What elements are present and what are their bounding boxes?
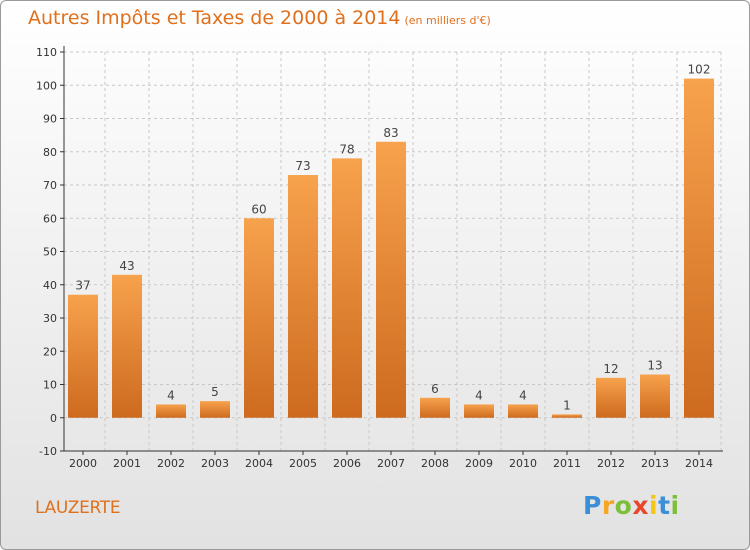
data-label: 6 xyxy=(431,382,439,396)
x-tick-label: 2005 xyxy=(289,457,317,470)
data-label: 37 xyxy=(75,279,90,293)
data-label: 60 xyxy=(251,202,266,216)
logo-letter: P xyxy=(583,491,602,520)
y-tick-label: 30 xyxy=(43,312,57,325)
logo-letter: i xyxy=(649,491,659,520)
logo-letter: i xyxy=(670,491,680,520)
data-label: 4 xyxy=(475,388,483,402)
x-tick-label: 2012 xyxy=(597,457,625,470)
bar xyxy=(68,294,98,418)
logo-letter: x xyxy=(632,491,649,520)
x-tick-label: 2001 xyxy=(113,457,141,470)
bars xyxy=(68,78,714,418)
bar xyxy=(244,218,274,418)
data-label: 78 xyxy=(339,142,354,156)
bar xyxy=(112,274,142,418)
bar xyxy=(200,401,230,418)
bar xyxy=(464,404,494,418)
data-label: 83 xyxy=(383,126,398,140)
data-label: 102 xyxy=(688,63,711,77)
data-label: 12 xyxy=(603,362,618,376)
y-tick-label: 100 xyxy=(36,79,57,92)
y-tick-label: 90 xyxy=(43,113,57,126)
x-tick-label: 2011 xyxy=(553,457,581,470)
logo-letter: t xyxy=(658,491,671,520)
y-tick-label: 110 xyxy=(36,46,57,59)
y-tick-label: -10 xyxy=(39,445,57,458)
logo-letter: r xyxy=(601,491,615,520)
city-name: LAUZERTE xyxy=(35,498,121,518)
y-tick-label: 50 xyxy=(43,246,57,259)
x-tick-label: 2010 xyxy=(509,457,537,470)
bar xyxy=(508,404,538,418)
y-tick-label: 80 xyxy=(43,146,57,159)
data-label: 13 xyxy=(647,359,662,373)
bar xyxy=(420,397,450,418)
data-label: 4 xyxy=(519,388,527,402)
x-tick-label: 2003 xyxy=(201,457,229,470)
x-tick-label: 2007 xyxy=(377,457,405,470)
chart-title-text: Autres Impôts et Taxes de 2000 à 2014 xyxy=(28,7,401,29)
x-tick-label: 2002 xyxy=(157,457,185,470)
data-label: 73 xyxy=(295,159,310,173)
y-tick-label: 20 xyxy=(43,345,57,358)
y-tick-label: 10 xyxy=(43,379,57,392)
x-tick-label: 2000 xyxy=(69,457,97,470)
bar xyxy=(288,175,318,418)
gridlines xyxy=(64,51,723,452)
x-tick-label: 2013 xyxy=(641,457,669,470)
y-tick-label: 0 xyxy=(50,412,57,425)
bar xyxy=(332,158,362,418)
x-tick-label: 2004 xyxy=(245,457,273,470)
proxiti-logo: Proxiti xyxy=(583,491,680,520)
y-tick-label: 70 xyxy=(43,179,57,192)
x-tick-label: 2008 xyxy=(421,457,449,470)
bar xyxy=(156,404,186,418)
bar xyxy=(596,377,626,418)
y-tick-label: 60 xyxy=(43,212,57,225)
chart-unit: (en milliers d'€) xyxy=(404,14,491,27)
x-tick-label: 2014 xyxy=(685,457,713,470)
logo-letter: o xyxy=(614,491,633,520)
data-label: 4 xyxy=(167,388,175,402)
data-label: 1 xyxy=(563,398,571,412)
x-tick-label: 2006 xyxy=(333,457,361,470)
data-label: 43 xyxy=(119,259,134,273)
bar xyxy=(640,374,670,418)
bar xyxy=(376,141,406,418)
data-label: 5 xyxy=(211,385,219,399)
bar xyxy=(552,414,582,418)
y-tick-label: 40 xyxy=(43,279,57,292)
axes: -10 0 10 20 30 40 50 60 70 80 90 100 110 2000 2001 2002… xyxy=(36,46,723,470)
data-labels: 37 43 4 5 60 73 78 83 6 4 4 1 12 13 102 xyxy=(75,63,710,413)
bar xyxy=(684,78,714,418)
chart-title: Autres Impôts et Taxes de 2000 à 2014 (en… xyxy=(28,7,491,29)
x-tick-label: 2009 xyxy=(465,457,493,470)
